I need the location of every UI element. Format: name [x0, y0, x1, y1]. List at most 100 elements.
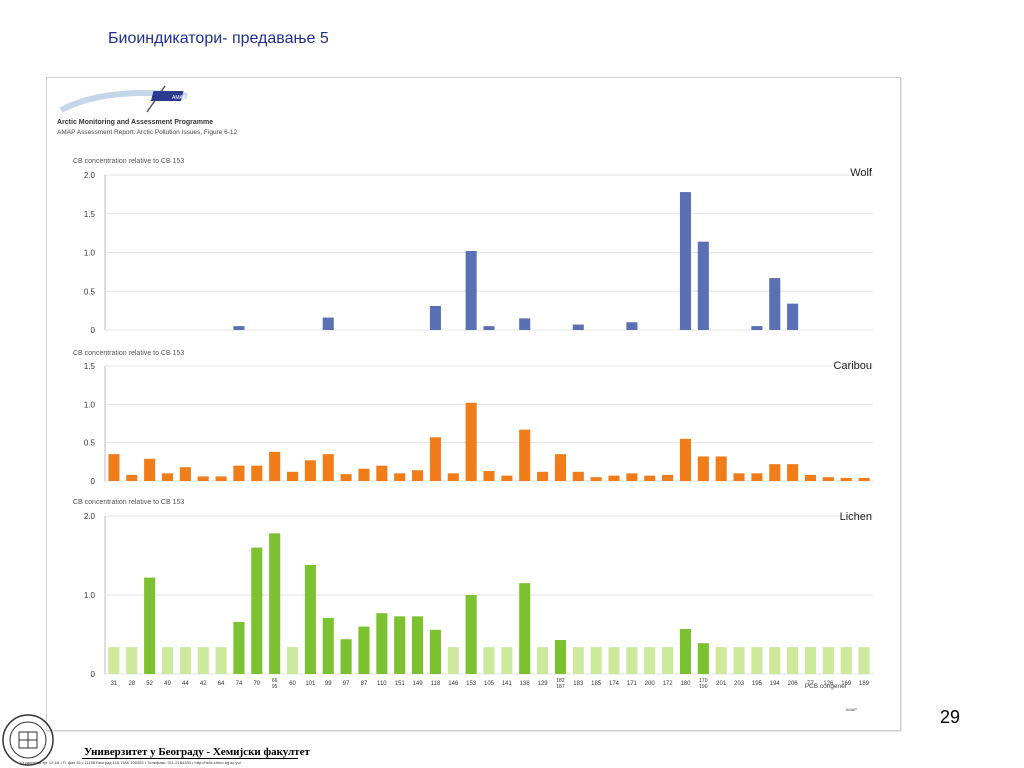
y-tick-label: 1.0 [84, 591, 96, 600]
bar-lichen [662, 647, 674, 674]
y-tick-label: 2.0 [84, 171, 96, 180]
bar-lichen [215, 647, 227, 674]
bar-lichen [697, 643, 709, 674]
bar-caribou [358, 468, 370, 481]
y-tick-label: 0 [91, 477, 96, 486]
x-tick-label: 95 [272, 684, 278, 690]
bar-caribou [822, 477, 834, 481]
bar-lichen [429, 629, 441, 674]
x-tick-label: 185 [591, 681, 602, 687]
bar-lichen [554, 640, 566, 674]
logo-text: AMAP [172, 95, 187, 101]
page-number: 29 [940, 707, 961, 727]
bar-wolf [483, 326, 495, 330]
bar-lichen [537, 647, 549, 674]
x-tick-label: 70 [253, 681, 260, 687]
panel-name: Wolf [850, 167, 873, 179]
bar-wolf [751, 326, 763, 330]
x-tick-label: 97 [343, 681, 350, 687]
panel-caribou: CB concentration relative to CB 153 0 0.5 1… [73, 350, 873, 486]
y-tick-label: 1.0 [84, 249, 96, 258]
bar-wolf [769, 278, 781, 330]
bar-lichen [519, 583, 531, 674]
x-tick-label: 60 [289, 681, 296, 687]
bar-caribou [269, 451, 281, 481]
bar-lichen [286, 647, 299, 674]
bar-caribou [840, 477, 852, 481]
y-tick-label: 0 [91, 326, 96, 335]
bar-caribou [412, 470, 424, 481]
amap-logo: AMAP [59, 85, 188, 113]
x-tick-label: 99 [325, 681, 332, 687]
bar-caribou [304, 460, 316, 481]
bar-caribou [751, 473, 763, 481]
x-tick-label: 183 [573, 681, 584, 687]
bar-caribou [376, 465, 388, 481]
y-tick-label: 1.5 [84, 362, 96, 371]
x-tick-label: 187 [556, 684, 565, 690]
bar-wolf [572, 324, 584, 330]
x-tick-label: 138 [520, 681, 531, 687]
bar-caribou [572, 471, 584, 481]
bar-wolf [322, 317, 334, 330]
bar-caribou [447, 473, 459, 481]
x-tick-label: 190 [699, 684, 708, 690]
bar-lichen [733, 647, 745, 674]
y-tick-label: 0.5 [84, 439, 96, 448]
x-tick-label: 74 [236, 681, 243, 687]
bar-lichen [804, 647, 817, 674]
panel-lichen: CB concentration relative to CB 153 0 1.0 2… [73, 499, 873, 679]
bar-caribou [769, 464, 781, 481]
bar-caribou [197, 476, 209, 481]
program-title: Arctic Monitoring and Assessment Program… [57, 119, 213, 126]
bar-lichen [161, 647, 174, 674]
x-tick-label: 28 [128, 681, 135, 687]
bar-wolf [465, 250, 477, 330]
slide-title: Биоиндикатори- предавање 5 [108, 30, 329, 47]
y-axis-label: CB concentration relative to CB 153 [73, 499, 184, 506]
y-tick-label: 2.0 [84, 512, 96, 521]
bar-caribou [465, 402, 477, 481]
x-tick-label: 182 [556, 678, 565, 684]
bar-lichen [608, 647, 620, 674]
bar-caribou [554, 454, 566, 481]
amap-figure: AMAP Arctic Monitoring and Assessment Pr… [46, 77, 901, 731]
bar-lichen [590, 647, 602, 674]
x-tick-label: 105 [484, 681, 495, 687]
bar-lichen [376, 613, 388, 674]
x-tick-label: 201 [716, 681, 727, 687]
y-tick-label: 0 [91, 670, 96, 679]
y-tick-label: 1.5 [84, 210, 96, 219]
bar-lichen [412, 616, 424, 674]
y-tick-label: 0.5 [84, 287, 96, 296]
bar-caribou [804, 474, 817, 481]
bar-caribou [644, 475, 656, 481]
bar-caribou [858, 477, 870, 481]
x-tick-label: 151 [395, 681, 406, 687]
x-tick-label: 180 [680, 681, 691, 687]
bar-lichen [251, 547, 263, 674]
bar-caribou [251, 465, 263, 481]
panel-wolf: CB concentration relative to CB 153 0 0.5 1… [73, 158, 873, 335]
bar-caribou [590, 477, 602, 481]
panel-name: Caribou [833, 360, 872, 372]
bar-wolf [429, 305, 441, 330]
bar-wolf [679, 192, 692, 330]
bar-caribou [715, 456, 727, 481]
bar-lichen [304, 564, 316, 674]
bar-lichen [751, 647, 763, 674]
x-tick-label: 52 [146, 681, 153, 687]
x-tick-label: 129 [538, 681, 549, 687]
bar-caribou [179, 467, 191, 481]
bar-caribou [340, 474, 352, 481]
bar-caribou [679, 438, 692, 481]
bar-lichen [144, 577, 156, 674]
bar-caribou [787, 464, 799, 481]
x-tick-label: 194 [770, 681, 781, 687]
bar-wolf [626, 322, 638, 330]
bar-lichen [197, 647, 209, 674]
x-tick-label: 42 [200, 681, 207, 687]
bar-caribou [126, 474, 138, 481]
university-seal-icon [2, 714, 54, 766]
footer-divider [82, 758, 298, 759]
